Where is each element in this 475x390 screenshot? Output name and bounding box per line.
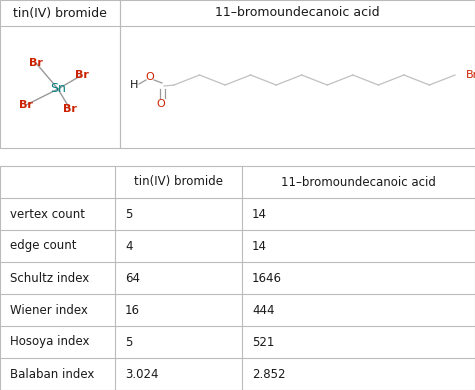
Text: 5: 5: [125, 335, 133, 349]
Text: O: O: [157, 99, 165, 109]
Text: Hosoya index: Hosoya index: [10, 335, 89, 349]
Text: Sn: Sn: [50, 83, 66, 96]
Bar: [0, 166, 475, 390]
Text: 64: 64: [125, 271, 140, 284]
Text: 1646: 1646: [252, 271, 282, 284]
Text: Br: Br: [466, 70, 475, 80]
Text: O: O: [146, 72, 154, 82]
Text: Schultz index: Schultz index: [10, 271, 89, 284]
Text: 14: 14: [252, 207, 267, 220]
Text: 4: 4: [125, 239, 133, 252]
Text: Br: Br: [63, 104, 77, 114]
Text: 5: 5: [125, 207, 133, 220]
Text: Balaban index: Balaban index: [10, 367, 95, 381]
Text: 2.852: 2.852: [252, 367, 285, 381]
Bar: [120, 0, 475, 148]
Bar: [0, 0, 120, 148]
Text: Br: Br: [75, 70, 89, 80]
Text: 444: 444: [252, 303, 275, 317]
Text: 16: 16: [125, 303, 140, 317]
Text: vertex count: vertex count: [10, 207, 85, 220]
Text: 11–bromoundecanoic acid: 11–bromoundecanoic acid: [215, 7, 380, 20]
Text: edge count: edge count: [10, 239, 76, 252]
Text: tin(IV) bromide: tin(IV) bromide: [134, 176, 223, 188]
Text: H: H: [130, 80, 138, 90]
Text: 11–bromoundecanoic acid: 11–bromoundecanoic acid: [281, 176, 436, 188]
Text: Br: Br: [19, 100, 33, 110]
Text: 14: 14: [252, 239, 267, 252]
Text: 521: 521: [252, 335, 275, 349]
Text: Wiener index: Wiener index: [10, 303, 88, 317]
Text: Br: Br: [29, 58, 43, 68]
Text: 3.024: 3.024: [125, 367, 159, 381]
Text: tin(IV) bromide: tin(IV) bromide: [13, 7, 107, 20]
